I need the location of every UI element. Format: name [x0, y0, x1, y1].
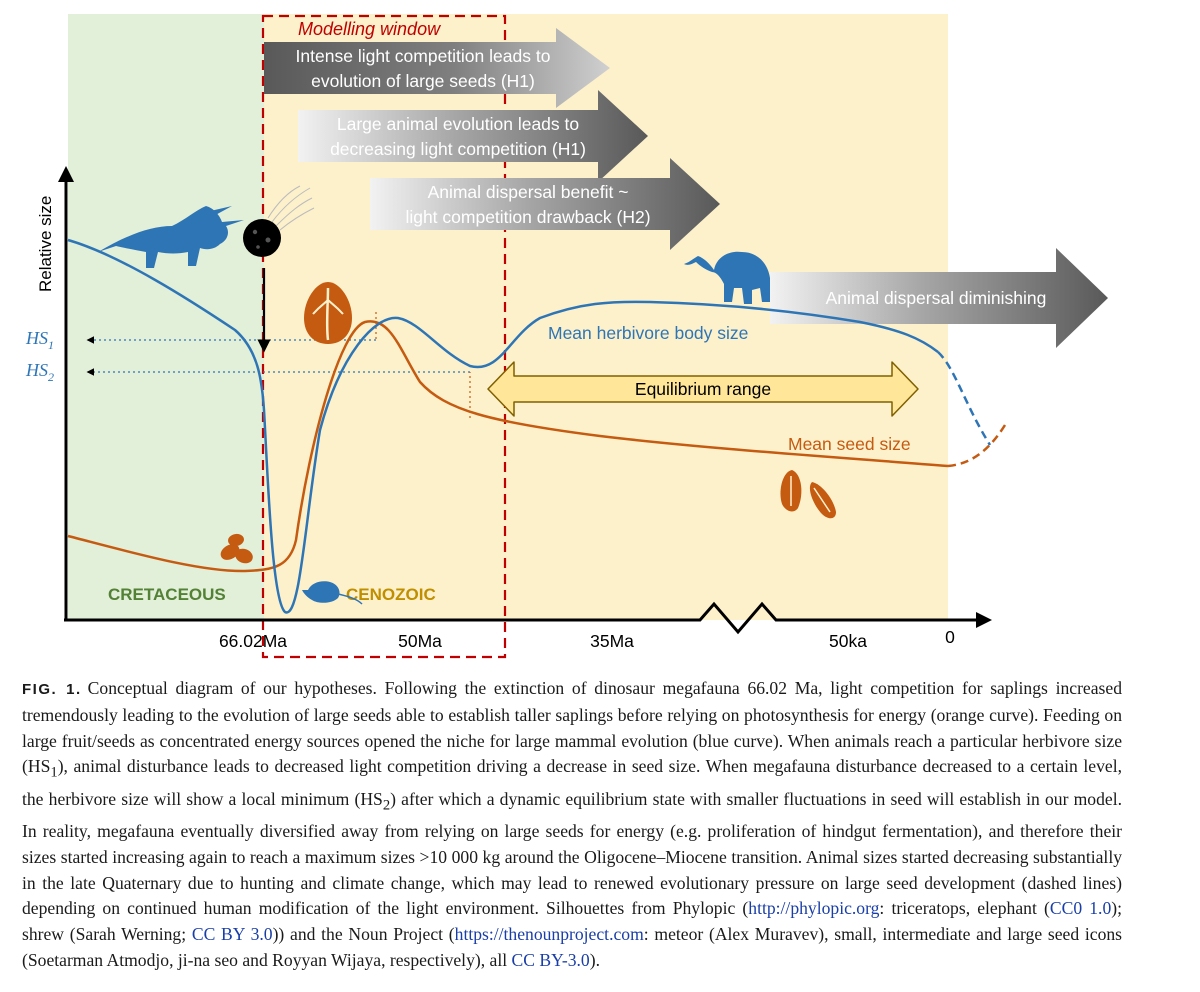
small-seed-icon — [220, 533, 253, 564]
intermediate-seed-icon — [780, 470, 836, 519]
caption-sub: 1 — [50, 764, 58, 781]
x-axis — [64, 601, 978, 635]
cc-by-3-link[interactable]: CC BY-3.0 — [511, 950, 590, 970]
caption-text: ), animal disturbance leads to decreased… — [22, 756, 1122, 809]
caption-text: ); shrew (Sarah Werning; — [22, 898, 1122, 945]
arrow-diminish-label: Animal dispersal diminishing — [826, 288, 1047, 308]
x-tick-label: 50ka — [829, 631, 867, 651]
modelling-window-label: Modelling window — [298, 19, 441, 39]
cretaceous-background — [68, 14, 264, 620]
shrew-icon — [302, 581, 363, 605]
x-tick-label: 50Ma — [398, 631, 442, 651]
equilibrium-label: Equilibrium range — [635, 379, 771, 399]
figure-label: FIG. 1. — [22, 681, 82, 698]
arrow-h1a-line1: Intense light competition leads to — [296, 46, 551, 66]
conceptual-diagram: Modelling window Intense light competiti… — [25, 14, 1108, 659]
nounproject-link[interactable]: https://thenounproject.com — [454, 924, 644, 945]
figure-caption: FIG. 1. Conceptual diagram of our hypothe… — [22, 676, 1122, 974]
hs2-label: HS2 — [25, 360, 54, 384]
large-seed-icon — [304, 282, 352, 344]
arrow-h1a-line2: evolution of large seeds (H1) — [311, 71, 535, 91]
herbivore-size-curve — [67, 238, 939, 614]
phylopic-link[interactable]: http://phylopic.org — [748, 898, 880, 919]
caption-text: )) and the Noun Project ( — [272, 924, 455, 945]
equilibrium-range-arrow — [487, 361, 919, 417]
y-axis-arrowhead — [58, 166, 74, 182]
cc-by-link[interactable]: CC BY 3.0 — [191, 924, 273, 945]
arrow-h1-light-competition: Large animal evolution leads to decreasi… — [298, 90, 648, 182]
caption-sub: 2 — [382, 797, 391, 814]
x-tick-label: 66.02Ma — [219, 631, 287, 651]
elephant-icon — [684, 251, 770, 304]
herbivore-curve-label: Mean herbivore body size — [548, 323, 748, 343]
caption-text: : meteor (Alex Muravev), small, intermed… — [22, 924, 1123, 970]
arrow-dispersal-diminishing: Animal dispersal diminishing — [770, 248, 1108, 348]
seed-size-curve — [67, 320, 949, 573]
caption-text: : triceratops, elephant ( — [879, 898, 1050, 919]
arrow-h1-large-seeds: Intense light competition leads to evolu… — [264, 28, 610, 108]
arrow-h2-line2: light competition drawback (H2) — [405, 207, 650, 227]
herbivore-size-curve-dashed — [937, 351, 992, 446]
cenozoic-label: CENOZOIC — [346, 585, 436, 604]
hs1-label: HS1 — [25, 328, 54, 352]
arrow-h1b-line2: decreasing light competition (H1) — [330, 139, 586, 159]
meteor-icon — [243, 185, 315, 257]
seed-size-curve-dashed — [947, 424, 1007, 468]
cc0-link[interactable]: CC0 1.0 — [1049, 898, 1112, 919]
arrow-h2-line1: Animal dispersal benefit ~ — [428, 182, 629, 202]
arrow-h1b-line1: Large animal evolution leads to — [337, 114, 579, 134]
seed-curve-label: Mean seed size — [788, 434, 911, 454]
x-axis-arrowhead — [976, 612, 992, 628]
x-tick-label: 35Ma — [590, 631, 634, 651]
caption-text: ) after which a dynamic equilibrium stat… — [22, 788, 1122, 919]
caption-text: Conceptual diagram of our hypotheses. Fo… — [22, 678, 1122, 777]
arrow-h2-dispersal: Animal dispersal benefit ~ light competi… — [370, 158, 720, 250]
caption-text: ). — [589, 950, 600, 970]
y-axis-label: Relative size — [36, 196, 55, 292]
cretaceous-label: CRETACEOUS — [108, 585, 226, 604]
x-tick-label: 0 — [945, 627, 955, 647]
triceratops-icon — [98, 206, 244, 268]
